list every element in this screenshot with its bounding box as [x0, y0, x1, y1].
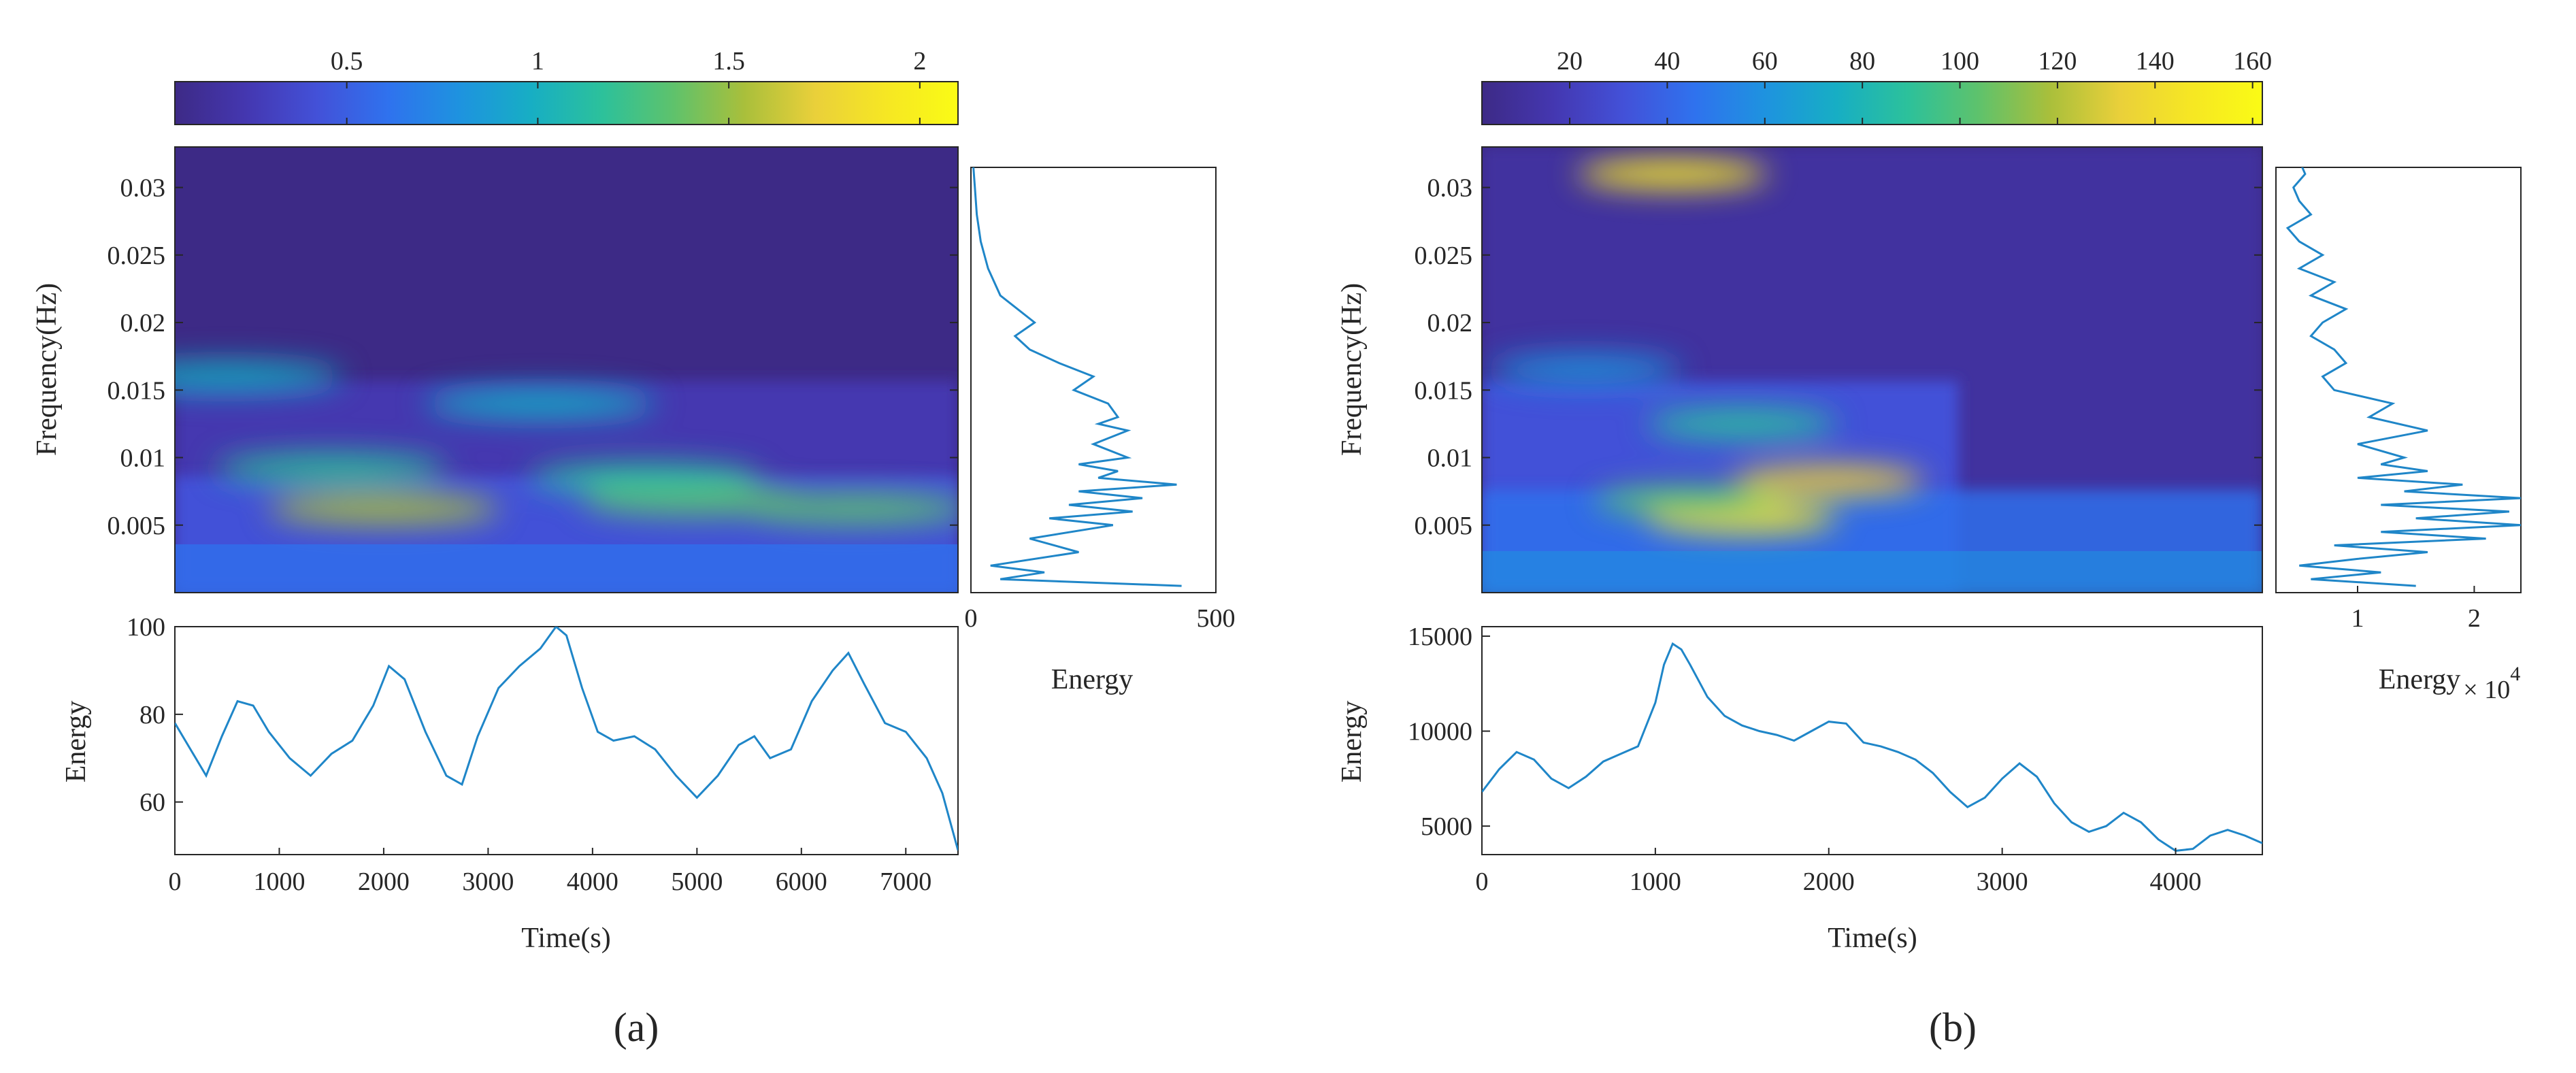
time-energy-a-xtick-label: 0 — [169, 868, 182, 896]
spectrogram-b-feature — [1490, 354, 1681, 385]
time-energy-a-xtick-label: 5000 — [671, 868, 723, 896]
marginal-b-frame — [2275, 167, 2522, 593]
marginal-b-line — [2285, 167, 2521, 587]
panel-b-label: (b) — [1929, 1005, 1977, 1050]
panel-a-label: (a) — [614, 1005, 659, 1050]
spectrogram-b-feature — [1733, 465, 1924, 496]
time-energy-a-xtick-label: 6000 — [776, 868, 827, 896]
spectrogram-a-ytick-label: 0.02 — [120, 309, 166, 337]
marginal-a-line — [972, 167, 1182, 587]
colorbar-b-tick-label: 40 — [1654, 47, 1680, 76]
time-energy-b-frame — [1481, 626, 2263, 855]
marginal-b-multiplier-exponent: 4 — [2510, 663, 2520, 685]
time-energy-a-frame — [174, 626, 959, 855]
marginal-a-xlabel: Energy — [1051, 664, 1134, 695]
time-energy-a-ticks: 0 1000 2000 3000 4000 5000 6000 7000 60 80 100 — [127, 613, 931, 896]
time-energy-b-ytick-label: 15000 — [1408, 623, 1472, 651]
spectrogram-a-ytick-label: 0.03 — [120, 174, 166, 203]
time-energy-a-ytick-label: 60 — [139, 789, 165, 817]
time-energy-a-ylabel: Energy — [61, 701, 92, 783]
spectrogram-a-feature — [738, 493, 958, 524]
spectrogram-a-yticks: 0.005 0.01 0.015 0.02 0.025 0.03 — [108, 174, 958, 540]
spectrogram-b-yticks: 0.005 0.01 0.015 0.02 0.025 0.03 — [1415, 174, 2262, 540]
marginal-b-multiplier: × 10 — [2463, 676, 2510, 704]
colorbar-b-tick-label: 160 — [2233, 47, 2272, 76]
spectrogram-a-feature — [175, 361, 343, 392]
colorbar-a-tick-label: 1 — [531, 47, 544, 76]
colorbar-b-tick-label: 20 — [1557, 47, 1583, 76]
marginal-b-xlabel-text: Energy — [2379, 664, 2461, 695]
colorbar-b — [1481, 81, 2263, 125]
time-energy-b-xtick-label: 3000 — [1977, 868, 2028, 896]
spectrogram-a-feature — [267, 493, 499, 524]
colorbar-a-tick-label: 1.5 — [712, 47, 745, 76]
spectrogram-b-ytick-label: 0.015 — [1415, 376, 1473, 405]
spectrogram-a-feature — [216, 453, 448, 484]
time-energy-b-ytick-label: 5000 — [1421, 812, 1472, 841]
marginal-a-xtick-label: 0 — [965, 604, 978, 633]
time-energy-a-xtick-label: 1000 — [253, 868, 305, 896]
panel-b: 20 40 60 80 100 120 140 160 0.0050.010.0150.020… — [1336, 47, 2522, 1050]
time-energy-b-ticks: 0 1000 2000 3000 4000 5000 10000 15000 — [1408, 623, 2202, 896]
spectrogram-b-ytick-label: 0.005 — [1415, 512, 1473, 540]
colorbar-a-tick-label: 2 — [913, 47, 926, 76]
colorbar-b-tick-label: 140 — [2136, 47, 2175, 76]
spectrogram-a — [175, 147, 958, 593]
time-energy-a-xtick-label: 7000 — [880, 868, 931, 896]
time-energy-b-ylabel: Energy — [1336, 701, 1368, 783]
spectrogram-a-ytick-label: 0.025 — [108, 242, 166, 270]
time-energy-b-line — [1482, 642, 2262, 852]
spectrogram-b-feature — [1594, 486, 1785, 516]
time-energy-b-xtick-label: 0 — [1476, 868, 1489, 896]
spectrogram-a-feature — [529, 463, 761, 493]
spectrogram-b-feature — [1647, 408, 1838, 439]
spectrogram-a-ytick-label: 0.01 — [120, 444, 166, 473]
marginal-b-xtick-label: 1 — [2351, 604, 2364, 633]
colorbar-a-tick-label: 0.5 — [331, 47, 363, 76]
time-energy-b-xlabel: Time(s) — [1828, 923, 1917, 954]
time-energy-b-ytick-label: 10000 — [1408, 718, 1472, 746]
marginal-a-frame — [970, 167, 1217, 593]
time-energy-a-ytick-label: 80 — [139, 701, 165, 729]
time-energy-b-xtick-label: 1000 — [1630, 868, 1681, 896]
spectrogram-b — [1482, 147, 2262, 593]
spectrogram-a-feature — [425, 389, 657, 419]
spectrogram-a-ylabel: Frequency(Hz) — [31, 283, 63, 456]
spectrogram-b-feature — [1577, 159, 1768, 189]
marginal-b-xtick-label: 2 — [2468, 604, 2481, 633]
time-energy-b-xtick-label: 2000 — [1803, 868, 1855, 896]
time-energy-b-xtick-label: 4000 — [2150, 868, 2202, 896]
marginal-a-xtick-label: 500 — [1197, 604, 1236, 633]
colorbar-a-ticks: 0.5 1 1.5 2 — [331, 47, 926, 125]
colorbar-b-tick-label: 60 — [1752, 47, 1778, 76]
time-energy-a-xtick-label: 2000 — [358, 868, 410, 896]
spectrogram-a-frame — [174, 146, 959, 593]
spectrogram-b-ytick-label: 0.01 — [1427, 444, 1473, 473]
colorbar-b-ticks: 20 40 60 80 100 120 140 160 — [1557, 47, 2272, 125]
panel-a: 0.5 1 1.5 2 0.005 0.01 0.015 0.02 0.025 0.03 Fre… — [31, 47, 1236, 1050]
colorbar-b-tick-label: 120 — [2038, 47, 2077, 76]
spectrogram-a-ytick-label: 0.005 — [108, 512, 166, 540]
colorbar-b-tick-label: 80 — [1849, 47, 1875, 76]
spectrogram-a-ytick-label: 0.015 — [108, 376, 166, 405]
spectrogram-b-frame — [1481, 146, 2263, 593]
colorbar-a — [174, 81, 959, 125]
colorbar-b-tick-label: 100 — [1941, 47, 1979, 76]
marginal-a-xticks: 0 500 — [965, 586, 1236, 633]
time-energy-a-ytick-label: 100 — [127, 613, 165, 642]
time-energy-a-line — [175, 627, 958, 851]
time-energy-a-xtick-label: 3000 — [462, 868, 514, 896]
time-energy-a-xtick-label: 4000 — [567, 868, 618, 896]
time-energy-a-xlabel: Time(s) — [521, 923, 610, 954]
spectrogram-b-ylabel: Frequency(Hz) — [1336, 283, 1368, 456]
marginal-b-xlabel: Energy × 104 — [2379, 663, 2520, 704]
spectrogram-b-ytick-label: 0.02 — [1427, 309, 1473, 337]
spectrogram-b-ytick-label: 0.025 — [1415, 242, 1473, 270]
spectrogram-b-ytick-label: 0.03 — [1427, 174, 1473, 203]
